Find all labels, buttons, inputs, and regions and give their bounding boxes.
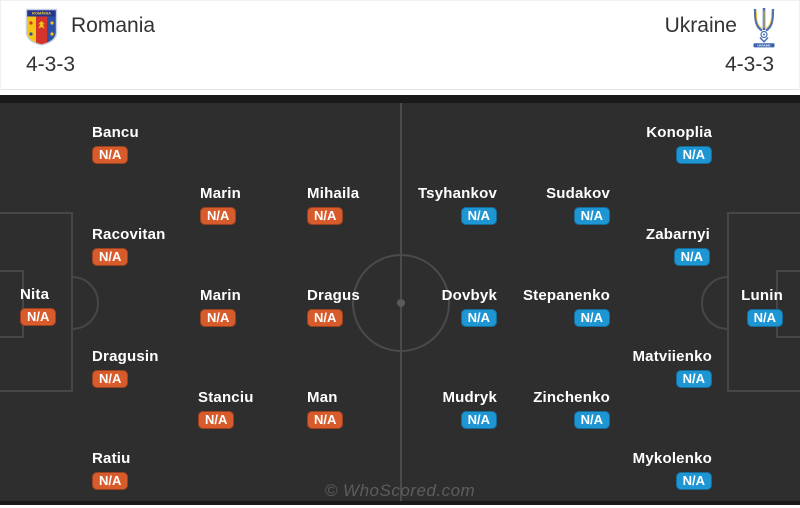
player-name: Lunin — [741, 287, 783, 304]
player-ratiu[interactable]: Ratiu N/A — [92, 451, 131, 490]
player-dovbyk[interactable]: Dovbyk N/A — [442, 288, 497, 327]
rating-badge: N/A — [673, 248, 710, 266]
player-name: Marin — [200, 185, 242, 202]
player-zabarnyi[interactable]: Zabarnyi N/A — [646, 227, 710, 266]
player-nita[interactable]: Nita N/A — [20, 286, 57, 326]
rating-badge: N/A — [200, 207, 237, 225]
player-dragus[interactable]: Dragus N/A — [307, 288, 360, 327]
player-zinchenko[interactable]: Zinchenko N/A — [533, 390, 610, 429]
rating-badge: N/A — [198, 411, 235, 429]
ukraine-crest-icon: UKRAINE — [753, 8, 775, 48]
player-name: Nita — [20, 286, 50, 303]
rating-badge: N/A — [92, 248, 129, 266]
formation-pitch: Nita N/A Bancu N/A Racovitan N/A Dragusin N/A Ra… — [0, 95, 800, 505]
player-name: Sudakov — [546, 185, 610, 202]
player-name: Konoplia — [646, 124, 712, 141]
player-name: Ratiu — [92, 450, 131, 467]
player-name: Man — [307, 389, 338, 406]
romania-crest-icon: ROMÂNIA — [25, 8, 58, 46]
away-formation: 4-3-3 — [724, 53, 774, 76]
player-name: Racovitan — [92, 226, 166, 243]
player-lunin[interactable]: Lunin N/A — [741, 288, 783, 327]
away-team-name: Ukraine — [664, 14, 737, 37]
player-name: Matviienko — [632, 348, 712, 365]
rating-badge: N/A — [92, 146, 129, 164]
player-stanciu[interactable]: Stanciu N/A — [198, 390, 254, 429]
player-name: Dragusin — [92, 348, 159, 365]
player-name: Marin — [200, 287, 242, 304]
match-header: ROMÂNIA Romania 4-3-3 UKRAINE Ukraine 4-… — [0, 0, 800, 90]
player-man[interactable]: Man N/A — [307, 389, 344, 429]
player-name: Mudryk — [442, 389, 497, 406]
player-dragusin[interactable]: Dragusin N/A — [92, 349, 159, 388]
player-name: Dovbyk — [441, 287, 497, 304]
player-name: Tsyhankov — [417, 185, 497, 202]
ukraine-crest-text: UKRAINE — [757, 43, 770, 47]
rating-badge: N/A — [460, 411, 497, 429]
player-marin[interactable]: Marin N/A — [200, 186, 241, 225]
player-bancu[interactable]: Bancu N/A — [92, 125, 139, 164]
pitch-markings — [0, 103, 800, 501]
player-name: Dragus — [307, 287, 360, 304]
player-mihaila[interactable]: Mihaila N/A — [307, 186, 359, 225]
rating-badge: N/A — [307, 309, 344, 327]
rating-badge: N/A — [675, 472, 712, 490]
rating-badge: N/A — [675, 146, 712, 164]
player-stepanenko[interactable]: Stepanenko N/A — [523, 288, 610, 327]
rating-badge: N/A — [92, 370, 129, 388]
player-name: Bancu — [92, 124, 139, 141]
rating-badge: N/A — [460, 309, 497, 327]
home-formation: 4-3-3 — [26, 53, 76, 76]
player-name: Mykolenko — [632, 450, 712, 467]
player-marin[interactable]: Marin N/A — [200, 288, 241, 327]
rating-badge: N/A — [307, 207, 344, 225]
player-mudryk[interactable]: Mudryk N/A — [442, 390, 497, 429]
rating-badge: N/A — [92, 472, 129, 490]
rating-badge: N/A — [573, 411, 610, 429]
player-name: Zabarnyi — [645, 226, 710, 243]
romania-crest-text: ROMÂNIA — [32, 11, 51, 16]
player-name: Mihaila — [307, 185, 360, 202]
player-matviienko[interactable]: Matviienko N/A — [632, 349, 712, 388]
rating-badge: N/A — [573, 309, 610, 327]
player-tsyhankov[interactable]: Tsyhankov N/A — [418, 186, 497, 225]
player-mykolenko[interactable]: Mykolenko N/A — [633, 451, 712, 490]
rating-badge: N/A — [746, 309, 783, 327]
rating-badge: N/A — [20, 308, 57, 326]
rating-badge: N/A — [675, 370, 712, 388]
player-konoplia[interactable]: Konoplia N/A — [646, 125, 712, 164]
rating-badge: N/A — [573, 207, 610, 225]
rating-badge: N/A — [307, 411, 344, 429]
rating-badge: N/A — [460, 207, 497, 225]
player-racovitan[interactable]: Racovitan N/A — [92, 227, 166, 266]
watermark: © WhoScored.com — [324, 481, 476, 500]
player-sudakov[interactable]: Sudakov N/A — [546, 186, 610, 225]
player-name: Zinchenko — [533, 389, 610, 406]
player-name: Stanciu — [198, 389, 254, 406]
player-name: Stepanenko — [522, 287, 610, 304]
home-team-name: Romania — [71, 14, 156, 37]
rating-badge: N/A — [200, 309, 237, 327]
